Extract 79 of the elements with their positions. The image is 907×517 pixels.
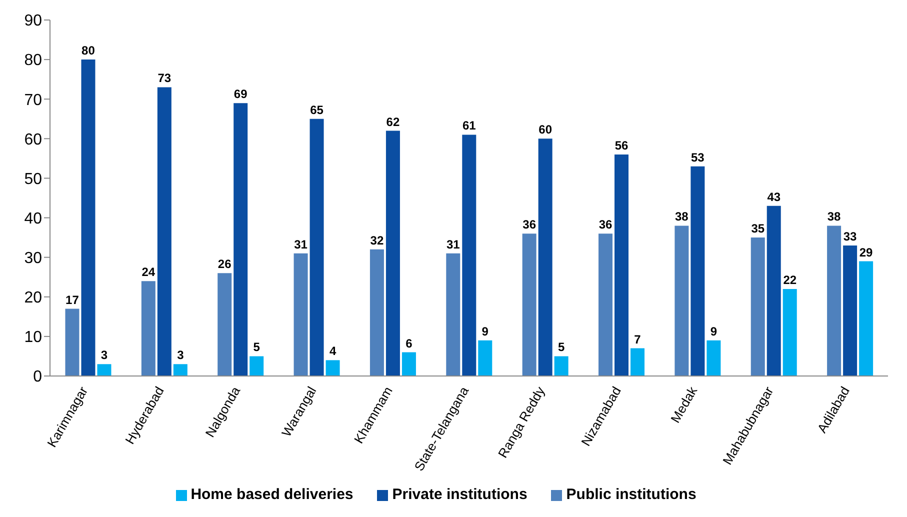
- bar: [157, 87, 172, 376]
- data-label: 7: [634, 332, 642, 346]
- bar: [827, 226, 842, 376]
- data-label: 5: [253, 340, 260, 354]
- data-label: 4: [329, 344, 336, 358]
- bar: [402, 352, 416, 376]
- data-label: 60: [538, 122, 552, 137]
- bar: [250, 356, 264, 376]
- data-label: 9: [710, 324, 718, 338]
- data-label: 69: [234, 87, 248, 102]
- bar: [706, 340, 721, 376]
- data-label: 38: [675, 210, 689, 224]
- bar: [538, 138, 552, 376]
- data-label: 53: [691, 150, 705, 164]
- data-label: 43: [767, 190, 781, 204]
- bar: [81, 60, 96, 376]
- y-tick-label: 80: [24, 52, 42, 70]
- data-label: 24: [142, 265, 156, 280]
- data-label: 5: [558, 340, 565, 354]
- bar: [218, 273, 232, 376]
- data-label: 35: [751, 222, 765, 236]
- data-label: 9: [482, 324, 489, 338]
- data-label: 61: [462, 118, 476, 133]
- y-tick-label: 30: [24, 250, 42, 268]
- data-label: 65: [310, 102, 324, 117]
- y-tick-label: 70: [24, 92, 42, 109]
- bar: [173, 364, 188, 376]
- data-label: 32: [370, 233, 384, 248]
- y-tick-label: 20: [24, 290, 42, 307]
- legend-label: Private institutions: [392, 486, 528, 503]
- bar: [141, 281, 156, 376]
- data-label: 6: [406, 336, 413, 350]
- data-label: 31: [446, 237, 460, 252]
- bar: [522, 234, 536, 376]
- bar: [478, 340, 492, 376]
- legend-label: Public institutions: [566, 486, 696, 503]
- y-tick-label: 0: [33, 368, 42, 386]
- bar: [294, 253, 308, 376]
- y-tick-label: 40: [24, 210, 42, 228]
- data-label: 80: [82, 44, 96, 58]
- bar: [326, 360, 340, 376]
- bar: [630, 348, 645, 376]
- bar: [674, 226, 689, 376]
- bar: [750, 238, 765, 376]
- bar: [310, 118, 324, 376]
- data-label: 17: [66, 292, 80, 307]
- bar: [843, 245, 858, 376]
- y-tick-label: 10: [24, 329, 42, 346]
- data-label: 31: [294, 237, 308, 252]
- data-label: 73: [158, 71, 172, 86]
- data-label: 26: [218, 257, 232, 272]
- bar: [766, 206, 781, 376]
- data-label: 29: [859, 245, 874, 260]
- bar: [614, 154, 629, 376]
- data-label: 22: [783, 272, 797, 287]
- data-label: 36: [598, 218, 613, 232]
- y-tick-label: 50: [24, 170, 42, 188]
- bar: [782, 288, 797, 376]
- bar: [859, 261, 874, 376]
- data-label: 36: [522, 218, 536, 232]
- bar: [446, 253, 460, 376]
- data-label: 3: [100, 348, 108, 362]
- legend-label: Home based deliveries: [190, 486, 354, 503]
- bar: [97, 364, 112, 376]
- bar: [370, 249, 384, 376]
- y-tick-label: 60: [24, 131, 42, 148]
- bar: [386, 130, 400, 376]
- bar: [554, 356, 568, 376]
- data-label: 56: [614, 138, 629, 152]
- data-label: 62: [386, 114, 400, 129]
- bar: [234, 103, 248, 376]
- bar: [598, 234, 613, 376]
- data-label: 33: [843, 229, 858, 244]
- bar: [690, 166, 705, 376]
- bar: [65, 308, 80, 376]
- data-label: 3: [177, 348, 184, 362]
- data-label: 38: [827, 210, 842, 224]
- y-tick-label: 90: [24, 12, 42, 30]
- bar: [462, 134, 476, 376]
